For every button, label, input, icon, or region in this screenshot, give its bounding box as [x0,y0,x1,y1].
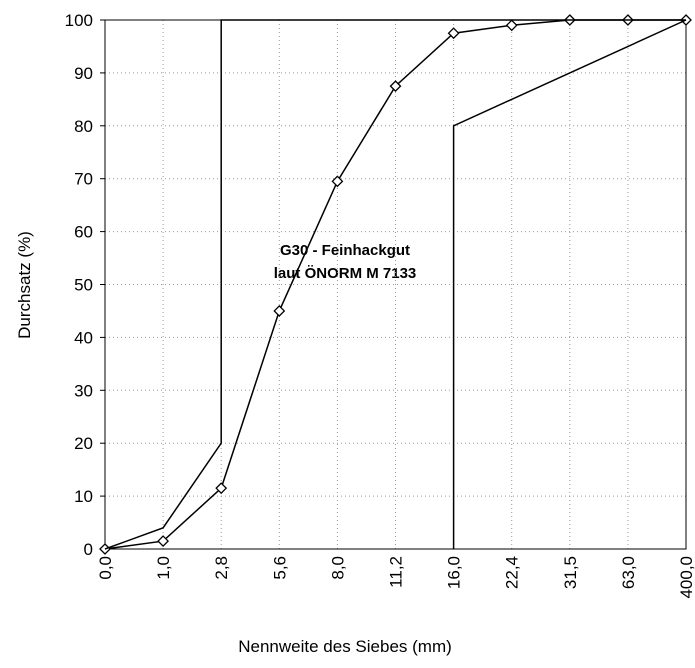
y-axis-title: Durchsatz (%) [15,231,34,339]
x-tick-label: 16,0 [445,556,464,589]
point-marker [273,305,286,317]
y-tick-label: 100 [65,11,93,30]
x-tick-label: 400,0 [677,556,695,599]
x-axis-title: Nennweite des Siebes (mm) [238,637,452,656]
point-marker [505,19,518,32]
point-marker [447,27,460,40]
point-marker [215,482,228,495]
point-marker [389,80,402,93]
y-tick-label: 10 [74,487,93,506]
x-tick-label: 63,0 [619,556,638,589]
x-tick-label: 0,0 [96,556,115,580]
y-tick-label: 90 [74,64,93,83]
point-marker [331,175,344,188]
x-tick-label: 22,4 [503,556,522,589]
y-tick-label: 30 [74,381,93,400]
y-tick-label: 40 [74,328,93,347]
x-tick-label: 11,2 [387,556,406,588]
point-marker [157,535,170,547]
y-tick-label: 70 [74,170,93,189]
y-tick-label: 80 [74,117,93,136]
y-tick-label: 60 [74,223,93,242]
y-tick-label: 50 [74,276,93,295]
x-tick-label: 8,0 [328,556,347,580]
x-tick-label: 5,6 [270,556,289,580]
series-line [452,19,687,549]
x-tick-label: 31,5 [561,556,580,589]
y-tick-label: 20 [74,434,93,453]
annotation: laut ÖNORM M 7133 [274,265,417,282]
x-tick-label: 2,8 [212,556,231,580]
series-line [104,19,686,550]
x-tick-label: 1,0 [154,556,173,580]
y-tick-label: 0 [84,540,93,559]
annotation: G30 - Feinhackgut [280,242,410,259]
